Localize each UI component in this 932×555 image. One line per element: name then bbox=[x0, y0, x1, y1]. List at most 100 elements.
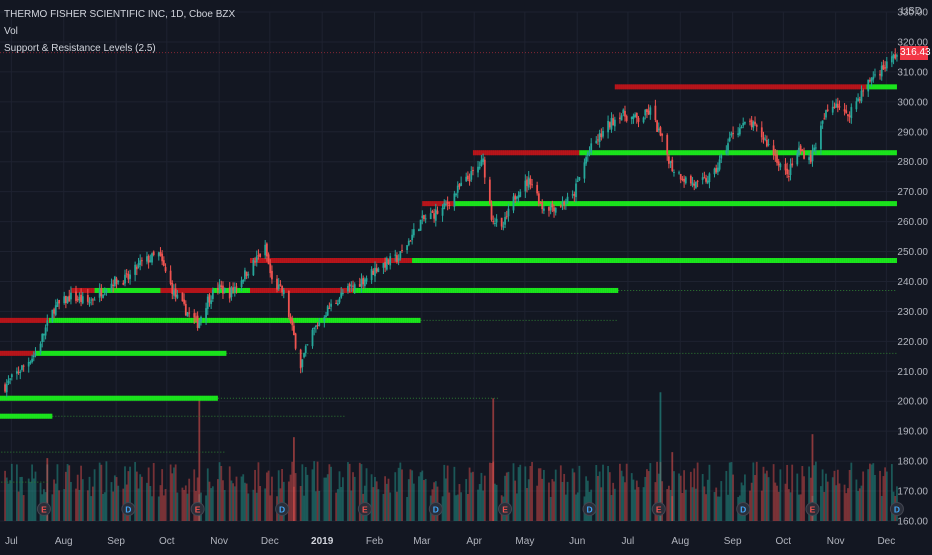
volume-bar bbox=[171, 473, 174, 521]
volume-bar bbox=[684, 489, 687, 521]
candle-body bbox=[857, 98, 859, 102]
volume-bar bbox=[507, 471, 510, 521]
resistance-level-band bbox=[472, 150, 580, 156]
candle-body bbox=[642, 117, 645, 123]
dividend-marker bbox=[275, 502, 290, 516]
volume-bar bbox=[325, 477, 327, 521]
candle-body bbox=[352, 285, 354, 287]
price-axis[interactable]: 330.00 320.00 310.00 300.00 290.00 280.00 270.… bbox=[897, 8, 928, 528]
candle-body bbox=[21, 365, 23, 370]
event-marker-label: E bbox=[502, 504, 508, 514]
candle-body bbox=[500, 217, 503, 227]
candle-body bbox=[240, 280, 243, 288]
time-axis[interactable]: Jul Aug Sep Oct Nov Dec 2019 Feb Mar Apr May Jun Jul… bbox=[5, 536, 895, 547]
volume-bar bbox=[678, 473, 680, 521]
candle-body bbox=[625, 116, 628, 121]
candle-body bbox=[159, 252, 162, 256]
candle-body bbox=[718, 159, 721, 170]
candle-body bbox=[127, 273, 130, 280]
volume-bar bbox=[259, 485, 262, 521]
candle-body bbox=[271, 270, 273, 280]
candle-body bbox=[164, 267, 167, 272]
volume-bar bbox=[537, 468, 540, 521]
support-level-band bbox=[454, 201, 897, 207]
volume-bar bbox=[458, 484, 461, 521]
event-marker-label: D bbox=[894, 504, 900, 514]
volume-bar bbox=[749, 490, 751, 521]
volume-bar bbox=[755, 461, 758, 521]
candle-body bbox=[186, 312, 189, 317]
candle-body bbox=[64, 296, 67, 304]
candle-body bbox=[110, 283, 113, 290]
candle-body bbox=[630, 116, 633, 120]
candle-body bbox=[678, 172, 680, 174]
volume-bar bbox=[222, 480, 224, 521]
volume-bar bbox=[602, 464, 604, 521]
volume-bar bbox=[669, 489, 672, 521]
candle-body bbox=[561, 201, 564, 205]
sr-indicator-label[interactable]: Support & Resistance Levels (2.5) bbox=[4, 43, 156, 54]
volume-bar bbox=[630, 473, 633, 521]
candle-body bbox=[58, 299, 61, 304]
candle-body bbox=[624, 110, 626, 117]
volume-bar bbox=[205, 495, 207, 521]
volume-bar bbox=[553, 481, 555, 521]
candle-body bbox=[423, 215, 425, 220]
x-tick-label: Sep bbox=[107, 536, 125, 547]
candle-body bbox=[407, 240, 410, 246]
volume-bar bbox=[301, 464, 304, 521]
candle-body bbox=[277, 284, 280, 289]
candle-body bbox=[252, 259, 255, 276]
volume-bar bbox=[774, 482, 777, 521]
volume-bar bbox=[299, 486, 302, 521]
candle-body bbox=[705, 178, 707, 182]
candle-body bbox=[195, 316, 197, 318]
candle-body bbox=[602, 130, 604, 137]
volume-bar bbox=[254, 469, 256, 521]
earnings-marker bbox=[805, 502, 820, 516]
volume-bar bbox=[159, 485, 162, 521]
volume-bar bbox=[610, 495, 613, 521]
volume-bar bbox=[470, 472, 473, 521]
volume-bar bbox=[68, 465, 71, 521]
volume-bar bbox=[64, 471, 67, 521]
volume-bar bbox=[801, 466, 804, 521]
candle-body bbox=[152, 251, 155, 255]
volume-bar bbox=[385, 483, 388, 521]
volume-bar bbox=[21, 476, 23, 521]
x-tick-label: Mar bbox=[413, 536, 431, 547]
candle-body bbox=[27, 361, 30, 367]
x-tick-label: Jul bbox=[622, 536, 635, 547]
candle-body bbox=[654, 105, 657, 121]
volume-bar bbox=[394, 472, 397, 521]
candle-body bbox=[39, 343, 42, 353]
volume-spike bbox=[811, 434, 814, 521]
volume-bar bbox=[695, 488, 697, 521]
volume-indicator-label[interactable]: Vol bbox=[4, 26, 18, 37]
x-tick-label: Aug bbox=[671, 536, 689, 547]
candle-body bbox=[198, 320, 201, 328]
candle-body bbox=[657, 128, 660, 131]
candle-body bbox=[519, 191, 522, 197]
volume-bar bbox=[869, 463, 871, 521]
volume-bar bbox=[716, 496, 719, 521]
candle-body bbox=[419, 219, 422, 231]
support-level-band bbox=[866, 84, 897, 90]
candle-body bbox=[779, 163, 782, 168]
candle-body bbox=[78, 296, 81, 301]
candle-body bbox=[608, 122, 611, 128]
candle-body bbox=[595, 140, 598, 144]
volume-bar bbox=[306, 474, 309, 521]
volume-bar bbox=[799, 494, 802, 521]
volume-bar bbox=[488, 462, 491, 521]
volume-bar bbox=[17, 491, 20, 521]
candle-body bbox=[86, 295, 89, 302]
symbol-title[interactable]: THERMO FISHER SCIENTIFIC INC, 1D, Cboe B… bbox=[4, 9, 236, 20]
candle-body bbox=[446, 201, 449, 204]
candle-body bbox=[306, 344, 309, 346]
volume-bar bbox=[597, 476, 599, 521]
volume-bar bbox=[303, 495, 305, 521]
candle-body bbox=[695, 181, 697, 188]
